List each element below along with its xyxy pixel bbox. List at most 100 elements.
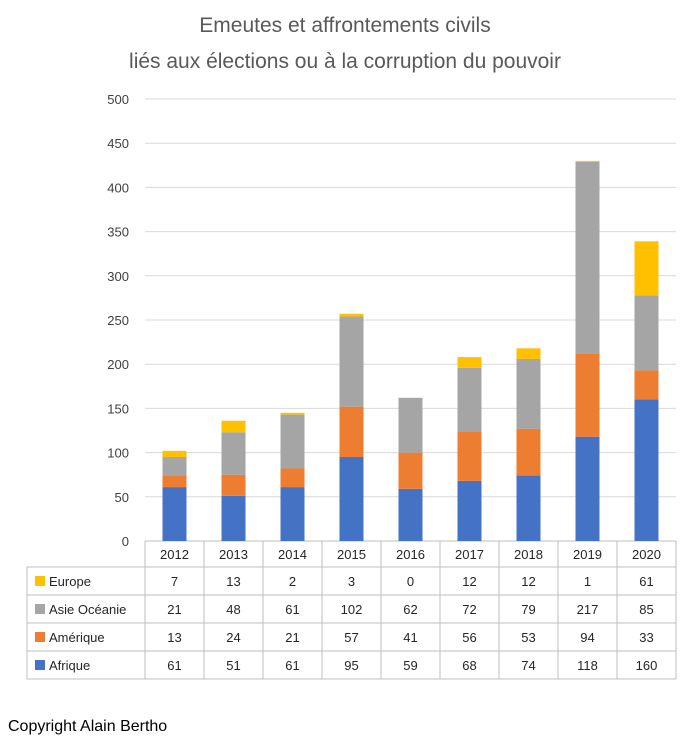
bar-segment-europe-2017 xyxy=(457,357,482,368)
bar-segment-am-rique-2016 xyxy=(398,452,423,489)
bar-segment-asie-oc-anie-2017 xyxy=(457,367,482,432)
table-cell-value: 21 xyxy=(167,602,181,617)
chart-title-line-1: Emeutes et affrontements civils xyxy=(199,14,490,37)
chart-title-line-2: liés aux élections ou à la corruption du… xyxy=(129,50,561,73)
table-cell-value: 72 xyxy=(462,602,476,617)
bar-segment-asie-oc-anie-2013 xyxy=(221,432,246,475)
table-cell-value: 13 xyxy=(167,630,181,645)
table-cell-value: 56 xyxy=(462,630,476,645)
table-cell-value: 53 xyxy=(521,630,535,645)
copyright-text: Copyright Alain Bertho xyxy=(8,718,168,735)
legend-swatch xyxy=(35,604,45,614)
table-cell-value: 61 xyxy=(639,574,653,589)
bar-segment-asie-oc-anie-2015 xyxy=(339,316,364,407)
legend-swatch xyxy=(35,660,45,670)
table-cell-value: 62 xyxy=(403,602,417,617)
bar-segment-afrique-2020 xyxy=(634,399,659,541)
bar-segment-europe-2012 xyxy=(162,450,187,458)
table-cell-value: 160 xyxy=(636,658,658,673)
bar-segment-afrique-2015 xyxy=(339,457,364,541)
y-tick-label: 0 xyxy=(122,534,129,549)
bar-segment-am-rique-2012 xyxy=(162,475,187,488)
y-tick-label: 300 xyxy=(107,269,129,284)
x-tick-label: 2017 xyxy=(455,547,484,562)
x-tick-label: 2013 xyxy=(219,547,248,562)
table-cell-value: 13 xyxy=(226,574,240,589)
legend-swatch xyxy=(35,576,45,586)
table-cell-value: 61 xyxy=(285,602,299,617)
legend-label: Amérique xyxy=(49,630,105,645)
bar-segment-asie-oc-anie-2020 xyxy=(634,295,659,371)
table-cell-value: 57 xyxy=(344,630,358,645)
table-cell-value: 74 xyxy=(521,658,535,673)
bar-segment-afrique-2014 xyxy=(280,487,305,541)
legend-label: Asie Océanie xyxy=(49,602,126,617)
y-tick-label: 350 xyxy=(107,225,129,240)
legend-swatch xyxy=(35,632,45,642)
x-tick-label: 2020 xyxy=(632,547,661,562)
bar-segment-afrique-2017 xyxy=(457,480,482,541)
bar-segment-am-rique-2013 xyxy=(221,474,246,496)
y-tick-label: 200 xyxy=(107,357,129,372)
y-tick-label: 450 xyxy=(107,136,129,151)
y-tick-label: 150 xyxy=(107,401,129,416)
table-cell-value: 95 xyxy=(344,658,358,673)
table-cell-value: 3 xyxy=(348,574,355,589)
table-cell-value: 48 xyxy=(226,602,240,617)
table-cell-value: 217 xyxy=(577,602,599,617)
table-cell-value: 102 xyxy=(341,602,363,617)
legend-label: Afrique xyxy=(49,658,90,673)
table-cell-value: 41 xyxy=(403,630,417,645)
bar-segment-asie-oc-anie-2014 xyxy=(280,414,305,469)
x-tick-label: 2018 xyxy=(514,547,543,562)
table-cell-value: 68 xyxy=(462,658,476,673)
table-cell-value: 59 xyxy=(403,658,417,673)
y-tick-label: 50 xyxy=(115,490,129,505)
bar-segment-afrique-2013 xyxy=(221,495,246,541)
table-cell-value: 1 xyxy=(584,574,591,589)
bar-segment-asie-oc-anie-2016 xyxy=(398,397,423,453)
bar-segment-afrique-2012 xyxy=(162,487,187,541)
x-tick-label: 2019 xyxy=(573,547,602,562)
bar-segment-europe-2015 xyxy=(339,313,364,317)
bar-segment-am-rique-2015 xyxy=(339,406,364,458)
table-cell-value: 61 xyxy=(167,658,181,673)
bar-segment-am-rique-2017 xyxy=(457,431,482,481)
bar-segment-europe-2020 xyxy=(634,241,659,296)
bar-segment-asie-oc-anie-2018 xyxy=(516,358,541,429)
table-cell-value: 12 xyxy=(521,574,535,589)
table-cell-value: 118 xyxy=(577,658,598,673)
bar-segment-europe-2019 xyxy=(575,160,600,162)
table-cell-value: 7 xyxy=(171,574,178,589)
bar-segment-afrique-2016 xyxy=(398,488,423,541)
bar-segment-europe-2013 xyxy=(221,420,246,433)
table-cell-value: 51 xyxy=(226,658,240,673)
table-cell-value: 33 xyxy=(639,630,653,645)
x-tick-label: 2015 xyxy=(337,547,366,562)
bar-segment-europe-2014 xyxy=(280,412,305,415)
bar-stacks xyxy=(162,160,659,541)
x-tick-label: 2016 xyxy=(396,547,425,562)
y-tick-label: 400 xyxy=(107,180,129,195)
bar-segment-asie-oc-anie-2019 xyxy=(575,161,600,354)
table-cell-value: 12 xyxy=(462,574,476,589)
x-tick-label: 2012 xyxy=(160,547,189,562)
legend-label: Europe xyxy=(49,574,91,589)
y-tick-label: 250 xyxy=(107,313,129,328)
table-cell-value: 61 xyxy=(285,658,299,673)
table-cell-value: 94 xyxy=(580,630,594,645)
y-tick-label: 100 xyxy=(107,446,129,461)
y-axis-tick-labels: 0 50 100 150 200 250 300 350 400 450 500 xyxy=(107,92,129,549)
y-tick-label: 500 xyxy=(107,92,129,107)
table-cell-value: 79 xyxy=(521,602,535,617)
bar-segment-am-rique-2019 xyxy=(575,353,600,437)
table-cell-value: 24 xyxy=(226,630,240,645)
table-cell-value: 2 xyxy=(289,574,296,589)
bar-segment-europe-2018 xyxy=(516,348,541,359)
table-cell-value: 85 xyxy=(639,602,653,617)
bar-segment-am-rique-2014 xyxy=(280,468,305,488)
bar-segment-afrique-2019 xyxy=(575,436,600,541)
table-cell-value: 21 xyxy=(285,630,299,645)
data-table: 2012 2013 2014 2015 2016 2017 2018 2019 2020Euro… xyxy=(26,541,677,680)
